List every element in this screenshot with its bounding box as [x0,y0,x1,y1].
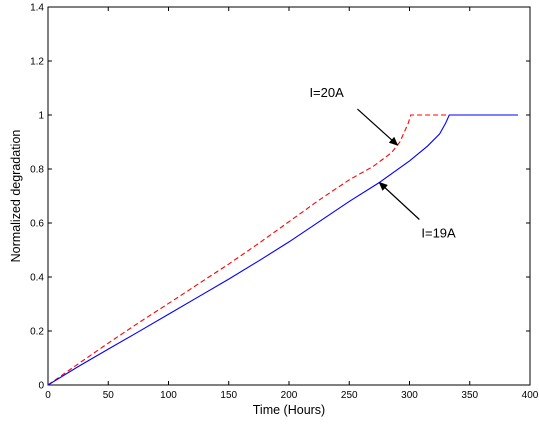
annotation-arrow [378,181,420,220]
y-tick-label: 0.8 [30,165,44,176]
y-tick-label: 1.4 [30,3,44,14]
x-axis-title: Time (Hours) [253,403,325,417]
x-tick-label: 400 [522,390,539,401]
annotation-layer: I=20A I=19A [309,85,456,240]
y-tick-label: 1.2 [30,57,44,68]
x-tick-label: 100 [160,390,177,401]
series-line-i-20a [47,114,518,386]
y-tick-label: 0.6 [30,219,44,230]
x-tick-label: 250 [341,390,358,401]
y-tick-label: 0 [38,381,44,392]
y-tick-label: 1 [38,111,44,122]
plot-area [47,6,531,386]
y-axis-ticks: 0 0.2 0.4 0.6 0.8 1 1.2 1.4 [30,3,530,392]
series-line-i-19a [47,114,518,386]
series-layer [47,114,518,386]
x-tick-label: 50 [103,390,115,401]
y-tick-label: 0.4 [30,273,44,284]
x-axis-ticks: 0 50 100 150 200 250 300 350 400 [45,7,539,401]
x-tick-label: 200 [281,390,298,401]
annotation-arrow [357,108,399,146]
y-tick-label: 0.2 [30,327,44,338]
x-tick-label: 350 [461,390,478,401]
x-tick-label: 150 [220,390,237,401]
x-tick-label: 0 [45,390,51,401]
y-axis-title: Normalized degradation [9,130,23,263]
annotation-label: I=20A [309,85,344,100]
x-tick-label: 300 [401,390,418,401]
annotation-label: I=19A [421,226,456,241]
